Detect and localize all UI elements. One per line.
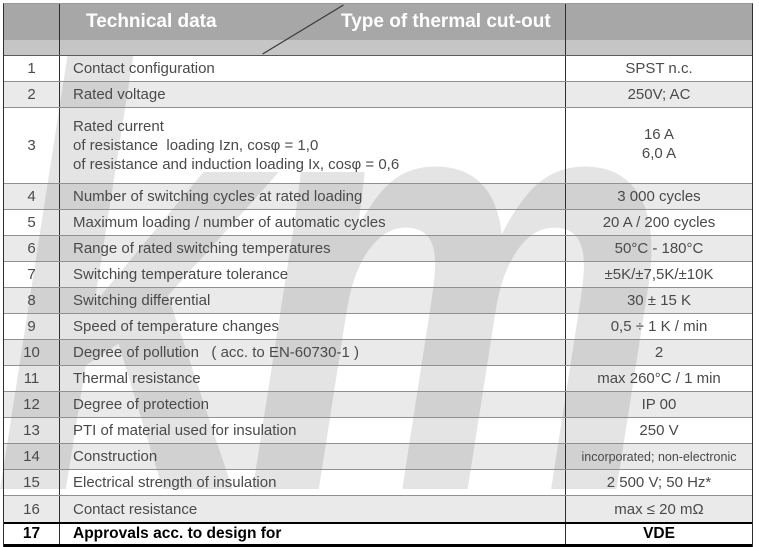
row-value: max ≤ 20 mΩ xyxy=(614,500,704,518)
table-row: 12 Degree of protection IP 00 xyxy=(4,392,752,418)
table-row: 9 Speed of temperature changes 0,5 ÷ 1 K… xyxy=(4,314,752,340)
header-value-cell xyxy=(566,4,752,55)
row-number: 7 xyxy=(4,262,60,287)
row-value-lines: 16 A 6,0 A xyxy=(641,125,677,162)
row-value: 20 A / 200 cycles xyxy=(602,214,716,231)
row-number: 14 xyxy=(4,444,60,469)
row-number: 17 xyxy=(4,524,60,544)
header-label-cutout-type: Type of thermal cut-out xyxy=(341,11,551,32)
row-value: VDE xyxy=(643,525,675,542)
row-number: 3 xyxy=(4,108,60,183)
row-label: Rated current of resistance loading Izn,… xyxy=(60,108,566,183)
row-label-lines: Rated current of resistance loading Izn,… xyxy=(73,118,400,173)
brand-watermark: km xyxy=(0,0,671,547)
row-number: 12 xyxy=(4,392,60,417)
row-label: Contact configuration xyxy=(60,56,566,81)
table-row: 4 Number of switching cycles at rated lo… xyxy=(4,184,752,210)
row-value: incorporated; non-electronic xyxy=(581,449,737,464)
row-value: 50°C - 180°C xyxy=(614,240,704,257)
row-label: Maximum loading / number of automatic cy… xyxy=(60,210,566,235)
row-value: 30 ± 15 K xyxy=(626,292,692,309)
row-label: Degree of pollution ( acc. to EN-60730-1… xyxy=(60,340,566,365)
row-value: 0,5 ÷ 1 K / min xyxy=(610,318,708,335)
row-label: Construction xyxy=(60,444,566,469)
row-value: SPST n.c. xyxy=(625,60,693,77)
table-row: 7 Switching temperature tolerance ±5K/±7… xyxy=(4,262,752,288)
row-value: 250V; AC xyxy=(627,86,691,103)
table-row: 6 Range of rated switching temperatures … xyxy=(4,236,752,262)
row-label: PTI of material used for insulation xyxy=(60,418,566,443)
row-value: 2 xyxy=(654,344,664,361)
header-main-cell: Technical data Type of thermal cut-out xyxy=(60,4,566,55)
row-number: 15 xyxy=(4,470,60,495)
row-number: 5 xyxy=(4,210,60,235)
table-row: 15 Electrical strength of insulation 2 5… xyxy=(4,470,752,496)
row-number: 9 xyxy=(4,314,60,339)
row-number: 8 xyxy=(4,288,60,313)
table-row: 10 Degree of pollution ( acc. to EN-6073… xyxy=(4,340,752,366)
table-row: 11 Thermal resistance max 260°C / 1 min xyxy=(4,366,752,392)
table-row: 1 Contact configuration SPST n.c. xyxy=(4,56,752,82)
row-number: 16 xyxy=(4,496,60,522)
table-row: 13 PTI of material used for insulation 2… xyxy=(4,418,752,444)
row-label: Switching temperature tolerance xyxy=(60,262,566,287)
header-label-technical-data: Technical data xyxy=(86,11,217,32)
row-label: Approvals acc. to design for xyxy=(60,524,566,544)
row-label: Rated voltage xyxy=(60,82,566,107)
table-row: 14 Construction incorporated; non-electr… xyxy=(4,444,752,470)
row-label: Switching differential xyxy=(60,288,566,313)
row-value: ±5K/±7,5K/±10K xyxy=(604,266,714,283)
table-header: Technical data Type of thermal cut-out xyxy=(4,4,752,56)
row-label: Number of switching cycles at rated load… xyxy=(60,184,566,209)
table-row: 16 Contact resistance max ≤ 20 mΩ xyxy=(4,496,752,522)
row-number: 13 xyxy=(4,418,60,443)
row-number: 1 xyxy=(4,56,60,81)
diagonal-divider-line xyxy=(262,4,344,55)
row-number: 4 xyxy=(4,184,60,209)
row-value: 250 V xyxy=(639,422,679,439)
table-row: 8 Switching differential 30 ± 15 K xyxy=(4,288,752,314)
row-value: 2 500 V; 50 Hz* xyxy=(606,474,712,491)
table-row-approvals: 17 Approvals acc. to design for VDE xyxy=(4,522,752,547)
row-number: 11 xyxy=(4,366,60,391)
row-label: Electrical strength of insulation xyxy=(60,470,566,495)
row-value: IP 00 xyxy=(641,396,677,413)
row-value: 16 A 6,0 A xyxy=(566,108,752,183)
row-number: 6 xyxy=(4,236,60,261)
row-label: Thermal resistance xyxy=(60,366,566,391)
row-value: max 260°C / 1 min xyxy=(597,370,721,387)
header-corner-cell xyxy=(4,4,60,55)
row-value: 3 000 cycles xyxy=(617,188,701,205)
table-row: 2 Rated voltage 250V; AC xyxy=(4,82,752,108)
row-number: 2 xyxy=(4,82,60,107)
row-number: 10 xyxy=(4,340,60,365)
row-label: Range of rated switching temperatures xyxy=(60,236,566,261)
row-label: Speed of temperature changes xyxy=(60,314,566,339)
table-row: 5 Maximum loading / number of automatic … xyxy=(4,210,752,236)
row-label: Degree of protection xyxy=(60,392,566,417)
technical-data-table: Technical data Type of thermal cut-out 1… xyxy=(3,3,753,547)
table-row: 3 Rated current of resistance loading Iz… xyxy=(4,108,752,184)
row-label: Contact resistance xyxy=(60,496,566,522)
